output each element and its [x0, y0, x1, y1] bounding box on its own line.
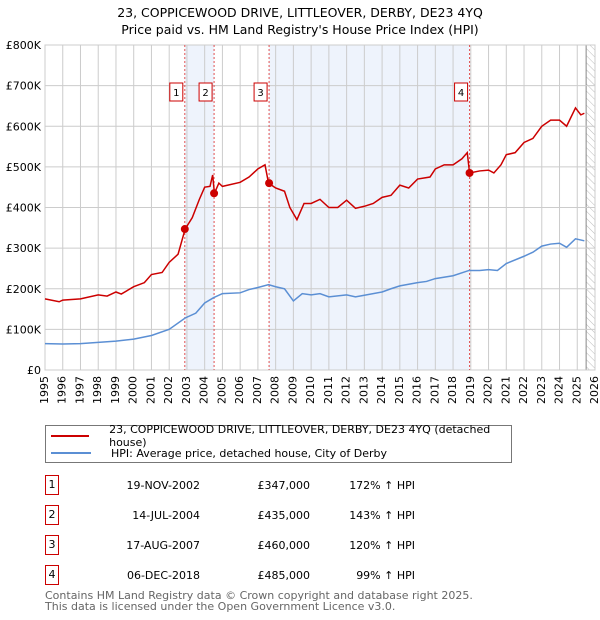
chart-title: 23, COPPICEWOOD DRIVE, LITTLEOVER, DERBY… — [117, 5, 483, 20]
sale-number: 1 — [45, 475, 59, 495]
legend-item-price: 23, COPPICEWOOD DRIVE, LITTLEOVER, DERBY… — [46, 423, 511, 449]
hpi-line — [44, 237, 585, 345]
x-tick-label: 2022 — [517, 376, 530, 404]
y-tick-label: £200K — [6, 283, 42, 296]
legend-item-hpi: HPI: Average price, detached house, City… — [46, 445, 387, 461]
sale-date: 06-DEC-2018 — [126, 569, 200, 582]
plot-border — [44, 44, 596, 371]
x-tick-label: 2001 — [144, 376, 157, 404]
y-tick-label: £800K — [6, 39, 42, 52]
x-tick-label: 1999 — [109, 376, 122, 404]
legend: 23, COPPICEWOOD DRIVE, LITTLEOVER, DERBY… — [45, 423, 512, 463]
sale-label-box — [169, 82, 184, 102]
x-tick-label: 2006 — [233, 376, 246, 404]
sale-hpi-diff: 143% ↑ HPI — [349, 509, 415, 522]
sale-row: 1 19-NOV-2002 £347,000 172% ↑ HPI — [45, 475, 565, 497]
x-tick-label: 2019 — [464, 376, 477, 404]
x-tick-label: 2018 — [446, 376, 459, 404]
x-tick-label: 1996 — [56, 376, 69, 404]
legend-label-price: 23, COPPICEWOOD DRIVE, LITTLEOVER, DERBY… — [109, 423, 491, 449]
x-tick-label: 2016 — [411, 376, 424, 404]
x-tick-label: 2017 — [428, 376, 441, 404]
chart-subtitle: Price paid vs. HM Land Registry's House … — [121, 22, 479, 37]
sale-hpi-diff: 99% ↑ HPI — [356, 569, 415, 582]
footer-line-2: This data is licensed under the Open Gov… — [45, 600, 396, 613]
legend-label-hpi: HPI: Average price, detached house, City… — [111, 446, 388, 460]
y-tick-label: £0 — [27, 364, 41, 377]
x-tick-label: 2014 — [375, 376, 388, 404]
sale-label-box — [253, 82, 268, 102]
y-tick-label: £500K — [6, 161, 42, 174]
x-tick-label: 1998 — [91, 376, 104, 404]
sale-date: 17-AUG-2007 — [126, 539, 200, 552]
sale-row: 4 06-DEC-2018 £485,000 99% ↑ HPI — [45, 565, 565, 587]
y-tick-label: £100K — [6, 323, 42, 336]
sale-label-box — [454, 82, 469, 102]
x-tick-label: 2011 — [322, 376, 335, 404]
x-tick-label: 2000 — [127, 376, 140, 404]
sale-label: 3 — [257, 88, 263, 99]
x-tick-label: 2003 — [180, 376, 193, 404]
sale-label: 4 — [458, 88, 464, 99]
sale-hpi-diff: 120% ↑ HPI — [349, 539, 415, 552]
x-tick-label: 2026 — [588, 376, 600, 404]
x-tick-label: 2012 — [340, 376, 353, 404]
x-tick-label: 2002 — [162, 376, 175, 404]
sale-point — [210, 189, 219, 198]
x-tick-label: 2021 — [499, 376, 512, 404]
legend-swatch-hpi — [51, 452, 91, 454]
x-tick-label: 2008 — [269, 376, 282, 404]
x-tick-label: 2005 — [215, 376, 228, 404]
x-tick-label: 2025 — [570, 376, 583, 404]
x-tick-label: 2004 — [198, 376, 211, 404]
x-tick-label: 2024 — [553, 376, 566, 404]
price-line — [44, 106, 585, 303]
x-tick-label: 2020 — [482, 376, 495, 404]
sale-price: £485,000 — [257, 569, 311, 582]
x-tick-label: 2009 — [286, 376, 299, 404]
sale-date: 14-JUL-2004 — [132, 509, 200, 522]
price-chart: 1995 1996 1997 1998 1999 2000 2001 2002 2003 2004… — [6, 39, 600, 404]
sale-price: £347,000 — [257, 479, 311, 492]
y-tick-label: £300K — [6, 242, 42, 255]
x-tick-label: 2015 — [393, 376, 406, 404]
sale-label: 2 — [202, 88, 208, 99]
sale-label: 1 — [173, 88, 179, 99]
x-tick-label: 1995 — [38, 376, 51, 404]
sale-point — [265, 179, 274, 188]
sale-price: £460,000 — [257, 539, 311, 552]
footer-line-1: Contains HM Land Registry data © Crown c… — [45, 589, 473, 602]
sale-number: 2 — [45, 505, 59, 525]
sale-row: 2 14-JUL-2004 £435,000 143% ↑ HPI — [45, 505, 565, 527]
sale-date: 19-NOV-2002 — [126, 479, 200, 492]
x-tick-label: 2013 — [357, 376, 370, 404]
y-tick-label: £700K — [6, 80, 42, 93]
sale-row: 3 17-AUG-2007 £460,000 120% ↑ HPI — [45, 535, 565, 557]
y-tick-label: £400K — [6, 202, 42, 215]
x-tick-label: 2010 — [304, 376, 317, 404]
x-tick-label: 1997 — [73, 376, 86, 404]
sale-hpi-diff: 172% ↑ HPI — [349, 479, 415, 492]
sale-point — [465, 168, 474, 177]
sale-point — [180, 225, 189, 234]
x-tick-label: 2007 — [251, 376, 264, 404]
sale-label-box — [198, 82, 213, 102]
sale-number: 4 — [45, 565, 59, 585]
sale-price: £435,000 — [257, 509, 311, 522]
legend-swatch-price — [51, 435, 90, 437]
x-tick-label: 2023 — [535, 376, 548, 404]
y-tick-label: £600K — [6, 120, 42, 133]
sale-number: 3 — [45, 535, 59, 555]
